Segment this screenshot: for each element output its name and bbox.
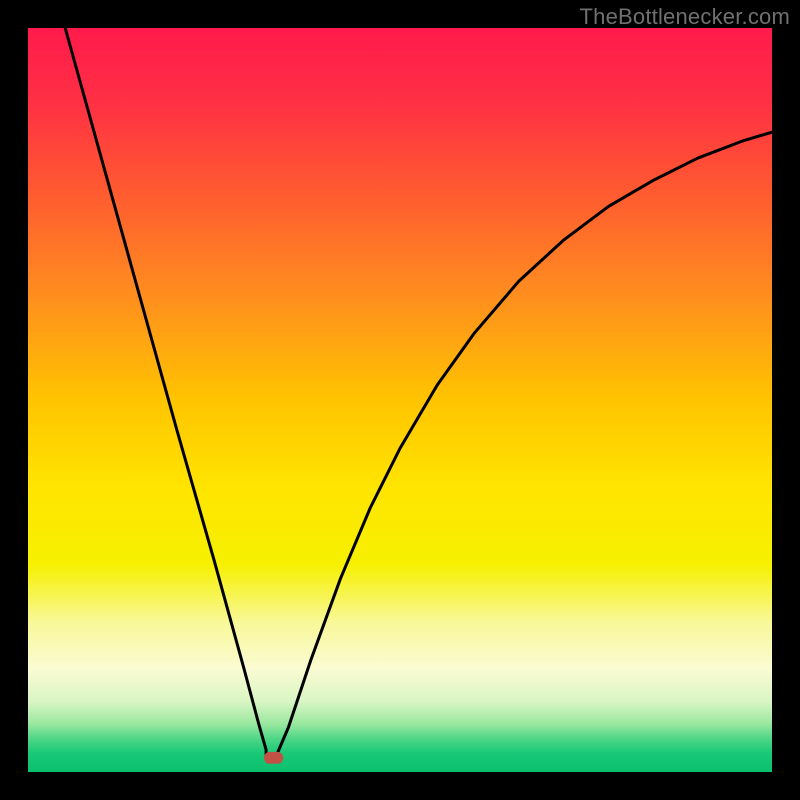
bottleneck-chart bbox=[0, 0, 800, 800]
optimum-marker bbox=[264, 752, 283, 764]
chart-background bbox=[28, 28, 772, 772]
chart-stage: TheBottlenecker.com bbox=[0, 0, 800, 800]
